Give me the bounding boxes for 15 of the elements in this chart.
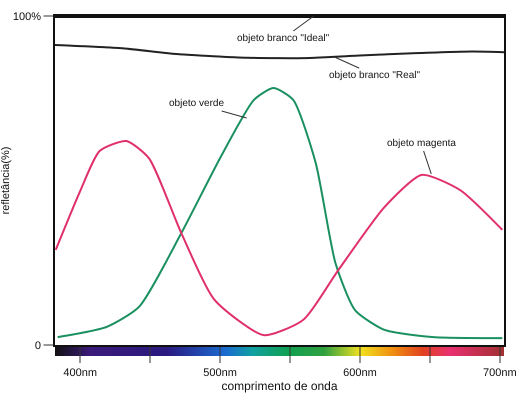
line-series (55, 44, 504, 60)
annotation: objeto branco "Ideal" (237, 33, 330, 44)
x-axis-title: comprimento de onda (221, 378, 338, 393)
x-tick-label: 700nm (482, 366, 517, 379)
x-tick-label: 500nm (203, 366, 237, 379)
line-series (55, 140, 504, 336)
x-tick-label: 400nm (63, 366, 97, 379)
y-tick-label: 0 (34, 340, 42, 352)
y-axis-title: refletância(%) (0, 146, 12, 214)
annotation: objeto branco "Real" (329, 70, 420, 81)
x-tick-label: 600nm (343, 366, 377, 379)
annotation: objeto magenta (387, 138, 456, 149)
y-tick-label: 100% (12, 10, 42, 23)
line-series (56, 87, 504, 340)
annotation: objeto verde (169, 98, 224, 109)
